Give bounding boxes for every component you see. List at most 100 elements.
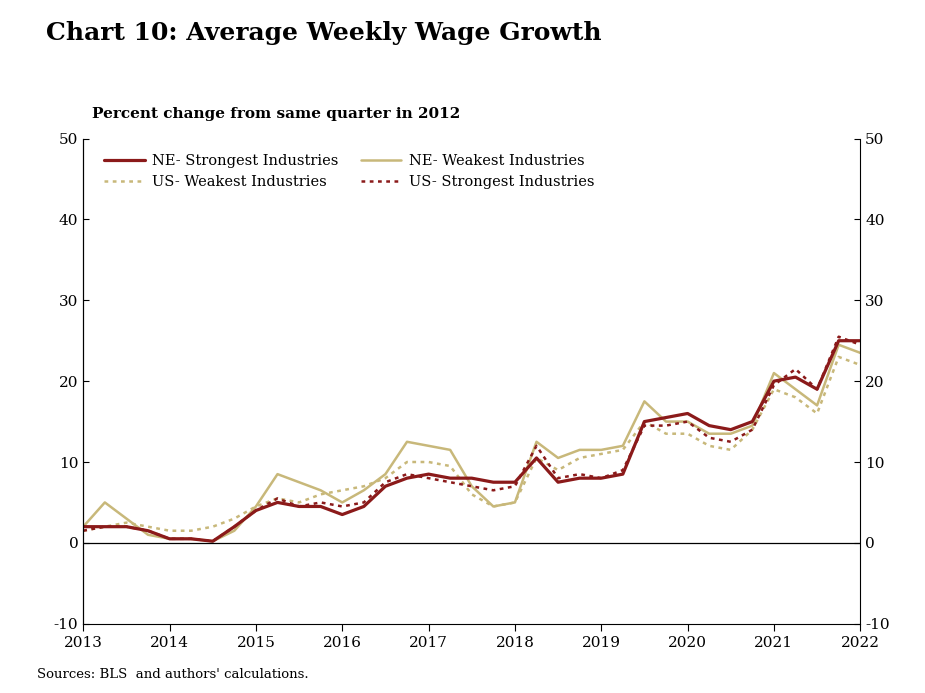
NE- Weakest Industries [164,535,175,543]
US- Weakest Industries [315,490,327,498]
NE- Strongest Industries [510,478,521,486]
US- Strongest Industries [746,426,758,434]
US- Weakest Industries [251,502,262,511]
US- Weakest Industries [121,518,132,527]
US- Strongest Industries [769,381,780,389]
US- Weakest Industries [337,486,348,495]
NE- Weakest Industries [531,438,542,446]
US- Strongest Industries [358,498,369,507]
NE- Strongest Industries [315,502,327,511]
NE- Weakest Industries [337,498,348,507]
US- Strongest Industries [293,502,304,511]
US- Weakest Industries [466,490,477,498]
US- Strongest Industries [617,466,628,474]
NE- Strongest Industries [228,523,240,531]
US- Strongest Industries [660,421,672,430]
US- Strongest Industries [251,507,262,515]
US- Strongest Industries [78,527,89,535]
US- Strongest Industries [531,441,542,450]
NE- Strongest Industries [639,417,650,426]
NE- Strongest Industries [487,478,499,486]
NE- Strongest Industries [769,377,780,385]
US- Weakest Industries [228,514,240,523]
US- Weakest Industries [186,527,197,535]
NE- Strongest Industries [121,523,132,531]
NE- Strongest Industries [186,535,197,543]
US- Strongest Industries [596,474,607,482]
US- Weakest Industries [746,426,758,434]
US- Strongest Industries [99,523,110,531]
US- Strongest Industries [401,470,413,478]
US- Weakest Industries [531,454,542,462]
NE- Weakest Industries [186,535,197,543]
US- Strongest Industries [833,333,845,341]
NE- Weakest Industries [380,470,391,478]
NE- Strongest Industries [293,502,304,511]
US- Weakest Industries [401,458,413,466]
NE- Weakest Industries [833,341,845,349]
NE- Strongest Industries [833,337,845,345]
NE- Strongest Industries [811,385,822,394]
US- Weakest Industries [358,482,369,491]
NE- Strongest Industries [574,474,586,482]
US- Weakest Industries [811,410,822,418]
US- Strongest Industries [552,474,563,482]
Text: Percent change from same quarter in 2012: Percent change from same quarter in 2012 [92,107,461,121]
NE- Weakest Industries [704,430,715,438]
US- Weakest Industries [207,523,218,531]
US- Strongest Industries [445,478,456,486]
NE- Strongest Industries [207,537,218,545]
NE- Weakest Industries [617,441,628,450]
US- Weakest Industries [380,474,391,482]
NE- Strongest Industries [78,523,89,531]
US- Weakest Industries [769,385,780,394]
US- Weakest Industries [99,523,110,531]
NE- Weakest Industries [121,514,132,523]
NE- Weakest Industries [639,397,650,405]
NE- Strongest Industries [337,510,348,518]
Line: US- Strongest Industries: US- Strongest Industries [83,337,860,541]
NE- Weakest Industries [293,478,304,486]
US- Weakest Industries [293,498,304,507]
Text: Chart 10: Average Weekly Wage Growth: Chart 10: Average Weekly Wage Growth [46,21,602,45]
NE- Weakest Industries [99,498,110,507]
US- Weakest Industries [725,446,736,454]
US- Strongest Industries [855,341,866,349]
US- Strongest Industries [272,494,283,502]
US- Strongest Industries [682,417,693,426]
NE- Strongest Industries [358,502,369,511]
US- Weakest Industries [552,466,563,474]
NE- Weakest Industries [423,441,434,450]
US- Weakest Industries [596,450,607,458]
NE- Strongest Industries [855,337,866,345]
NE- Weakest Industries [251,502,262,511]
NE- Strongest Industries [725,426,736,434]
Text: Sources: BLS  and authors' calculations.: Sources: BLS and authors' calculations. [37,667,309,681]
US- Strongest Industries [790,365,801,373]
NE- Weakest Industries [552,454,563,462]
NE- Weakest Industries [574,446,586,454]
US- Weakest Industries [682,430,693,438]
US- Weakest Industries [790,393,801,401]
NE- Strongest Industries [746,417,758,426]
US- Weakest Industries [164,527,175,535]
Legend: NE- Strongest Industries, US- Weakest Industries, NE- Weakest Industries, US- St: NE- Strongest Industries, US- Weakest In… [98,148,600,195]
NE- Strongest Industries [445,474,456,482]
US- Strongest Industries [207,537,218,545]
US- Weakest Industries [445,462,456,471]
NE- Strongest Industries [790,373,801,381]
US- Weakest Industries [423,458,434,466]
US- Strongest Industries [337,502,348,511]
NE- Weakest Industries [769,369,780,377]
US- Strongest Industries [121,523,132,531]
NE- Strongest Industries [682,410,693,418]
US- Weakest Industries [617,446,628,454]
NE- Strongest Industries [660,413,672,421]
NE- Weakest Industries [78,523,89,531]
US- Strongest Industries [574,470,586,478]
US- Weakest Industries [704,441,715,450]
NE- Strongest Industries [423,470,434,478]
US- Weakest Industries [574,454,586,462]
NE- Strongest Industries [380,482,391,491]
US- Strongest Industries [380,478,391,486]
